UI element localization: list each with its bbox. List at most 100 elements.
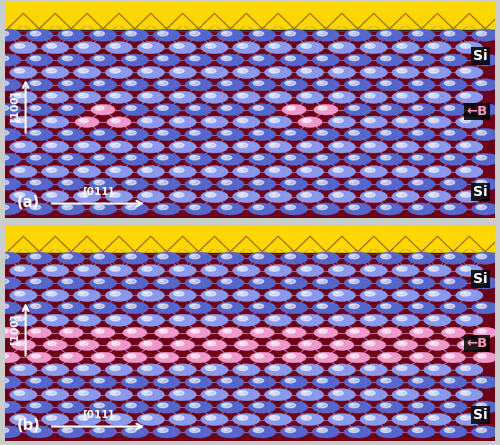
Circle shape (285, 205, 296, 210)
Circle shape (396, 291, 407, 296)
Circle shape (74, 66, 101, 78)
Circle shape (192, 131, 196, 133)
Circle shape (0, 153, 21, 166)
Circle shape (95, 106, 104, 110)
Circle shape (16, 267, 20, 269)
Circle shape (350, 280, 354, 282)
Circle shape (207, 94, 212, 96)
Circle shape (344, 178, 372, 190)
Circle shape (48, 342, 56, 346)
Circle shape (350, 106, 354, 108)
Circle shape (238, 267, 248, 271)
Circle shape (26, 426, 53, 438)
Circle shape (364, 291, 375, 296)
Circle shape (238, 168, 248, 172)
Circle shape (58, 252, 85, 264)
Circle shape (30, 279, 40, 283)
Circle shape (440, 376, 467, 388)
Circle shape (192, 32, 196, 34)
Circle shape (206, 416, 216, 420)
Circle shape (410, 328, 434, 338)
Circle shape (271, 317, 275, 319)
Circle shape (62, 428, 72, 433)
Circle shape (94, 56, 104, 61)
Circle shape (126, 403, 136, 408)
Circle shape (266, 340, 290, 350)
Circle shape (16, 416, 20, 418)
Circle shape (318, 379, 323, 381)
Circle shape (121, 302, 148, 314)
Circle shape (398, 44, 402, 46)
Circle shape (48, 267, 52, 269)
Circle shape (360, 388, 388, 401)
Circle shape (110, 291, 120, 296)
Circle shape (460, 416, 470, 420)
Circle shape (74, 413, 101, 425)
Circle shape (380, 254, 391, 259)
Circle shape (144, 317, 148, 319)
Circle shape (444, 254, 454, 259)
Circle shape (302, 94, 307, 96)
Circle shape (318, 305, 323, 307)
Circle shape (476, 81, 486, 85)
Circle shape (26, 203, 53, 215)
Circle shape (382, 329, 391, 333)
Circle shape (312, 29, 340, 41)
Circle shape (112, 44, 116, 46)
Circle shape (248, 203, 276, 215)
Circle shape (94, 428, 104, 433)
Circle shape (30, 31, 40, 36)
Circle shape (105, 413, 132, 425)
Circle shape (344, 302, 372, 314)
Circle shape (232, 289, 260, 301)
Circle shape (348, 378, 359, 383)
Circle shape (105, 166, 132, 178)
Circle shape (248, 54, 276, 66)
Circle shape (153, 178, 180, 190)
Text: (b): (b) (17, 418, 41, 433)
Circle shape (190, 428, 200, 433)
Circle shape (207, 193, 212, 195)
Circle shape (462, 416, 466, 418)
Circle shape (296, 413, 324, 425)
Circle shape (440, 302, 467, 314)
Circle shape (222, 428, 232, 433)
Circle shape (344, 79, 372, 91)
Circle shape (153, 277, 180, 289)
Circle shape (333, 69, 343, 73)
Circle shape (248, 178, 276, 190)
Circle shape (96, 379, 100, 381)
Circle shape (170, 340, 194, 350)
Circle shape (0, 378, 9, 383)
Circle shape (426, 340, 450, 350)
Circle shape (105, 41, 132, 54)
Circle shape (42, 116, 69, 128)
Circle shape (201, 388, 228, 401)
Circle shape (12, 340, 36, 350)
Circle shape (46, 316, 56, 321)
Circle shape (42, 264, 69, 277)
Circle shape (424, 289, 451, 301)
Circle shape (253, 279, 264, 283)
Circle shape (415, 330, 418, 332)
Circle shape (412, 304, 423, 308)
Circle shape (10, 66, 37, 78)
Circle shape (456, 91, 483, 103)
Circle shape (430, 317, 434, 319)
Circle shape (64, 355, 68, 356)
Circle shape (206, 69, 216, 73)
Circle shape (380, 378, 391, 383)
Circle shape (206, 316, 216, 321)
Circle shape (49, 342, 52, 344)
Circle shape (336, 342, 339, 344)
Circle shape (80, 193, 84, 195)
Circle shape (62, 304, 72, 308)
Circle shape (160, 57, 164, 59)
Circle shape (96, 355, 100, 356)
Circle shape (479, 355, 482, 356)
Circle shape (412, 254, 423, 259)
Circle shape (253, 378, 264, 383)
Circle shape (142, 93, 152, 98)
Circle shape (472, 252, 499, 264)
Circle shape (376, 153, 404, 166)
